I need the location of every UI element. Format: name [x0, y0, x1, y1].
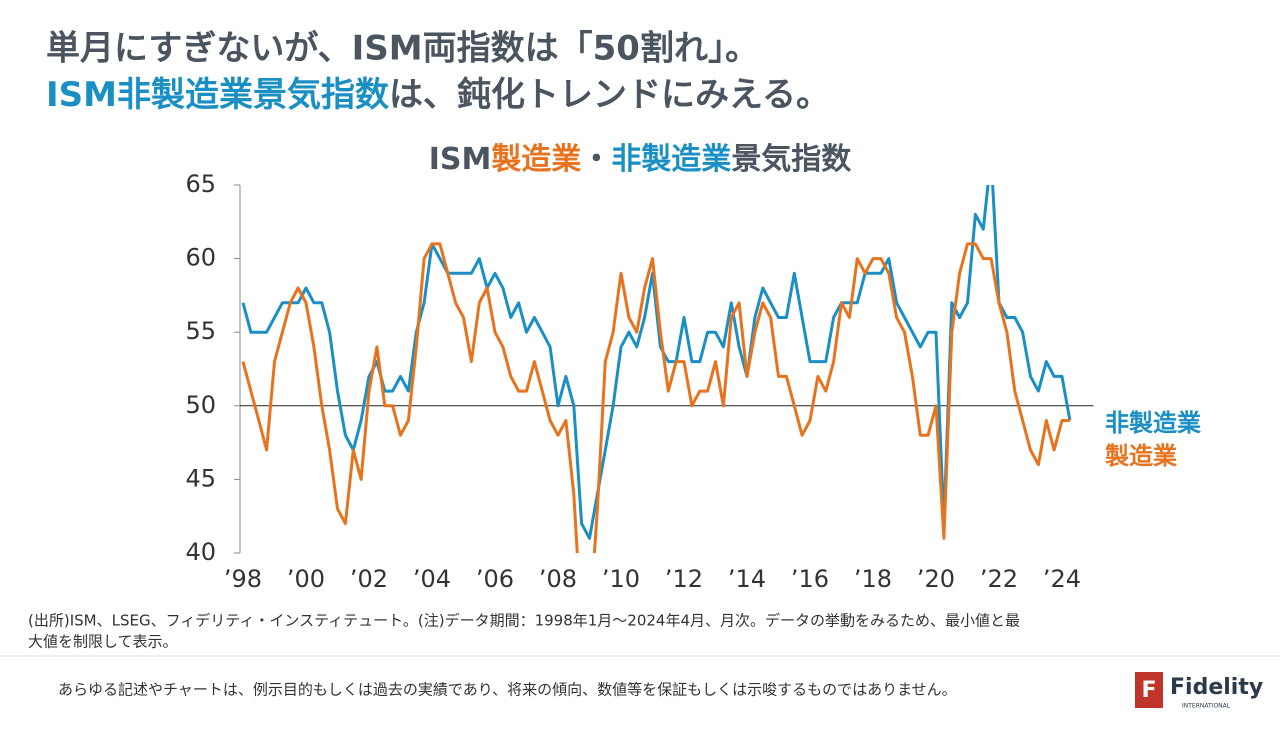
chart-title-part: 景気指数 — [731, 142, 852, 177]
y-tick-label: 40 — [185, 538, 216, 566]
series-group — [241, 185, 1072, 553]
x-tick-label: ’22 — [980, 565, 1018, 593]
y-tick-label: 60 — [185, 244, 216, 272]
x-tick-label: ’12 — [665, 565, 703, 593]
legend-label: 製造業 — [1105, 442, 1177, 470]
y-tick-label: 45 — [185, 464, 216, 492]
x-tick-label: ’04 — [413, 565, 451, 593]
x-tick-label: ’10 — [602, 565, 640, 593]
chart-title-part: 製造業 — [491, 142, 581, 177]
x-tick-label: ’24 — [1043, 565, 1081, 593]
x-tick-label: ’20 — [917, 565, 955, 593]
y-tick-label: 50 — [185, 391, 216, 419]
x-tick-label: ’16 — [791, 565, 829, 593]
plot: 40 45 50 55 60 65 ’98 ’00 ’02 ’04 ’06 ’08 ’10 ’12 ’14 ’… — [185, 170, 1201, 593]
headline-rest: は、鈍化トレンドにみえる。 — [389, 75, 830, 115]
source-note: (出所)ISM、LSEG、フィデリティ・インスティテュート。(注)データ期間：1… — [28, 612, 1020, 630]
x-tick-label: ’00 — [287, 565, 325, 593]
chart-title-part: ISM — [429, 142, 492, 177]
x-tick-label: ’08 — [539, 565, 577, 593]
legend-label: 非製造業 — [1105, 409, 1201, 437]
x-tick-label: ’02 — [350, 565, 388, 593]
x-tick-label: ’14 — [728, 565, 766, 593]
headline: 単月にすぎないが、ISM両指数は「50割れ」。 — [46, 29, 759, 69]
x-tick-label: ’06 — [476, 565, 514, 593]
y-tick-label: 65 — [185, 170, 216, 198]
disclaimer: あらゆる記述やチャートは、例示目的もしくは過去の実績であり、将来の傾向、数値等を… — [58, 681, 957, 699]
x-tick-label: ’18 — [854, 565, 892, 593]
chart-title-part: 非製造業 — [611, 142, 731, 177]
logo-mark — [1135, 672, 1163, 708]
series-line — [241, 242, 1070, 553]
y-tick-label: 55 — [185, 317, 216, 345]
logo-text: Fidelity — [1170, 675, 1263, 700]
source-note: 大値を制限して表示。 — [28, 633, 178, 651]
headline-highlight: ISM非製造業景気指数 — [46, 75, 389, 115]
logo-glyph: F — [1141, 678, 1156, 703]
logo-sub: INTERNATIONAL — [1182, 703, 1231, 710]
headline: ISM非製造業景気指数は、鈍化トレンドにみえる。 — [46, 75, 830, 115]
x-tick-label: ’98 — [224, 565, 262, 593]
chart-title: ISM製造業・非製造業景気指数 — [429, 142, 853, 177]
chart-title-part: ・ — [581, 142, 611, 177]
